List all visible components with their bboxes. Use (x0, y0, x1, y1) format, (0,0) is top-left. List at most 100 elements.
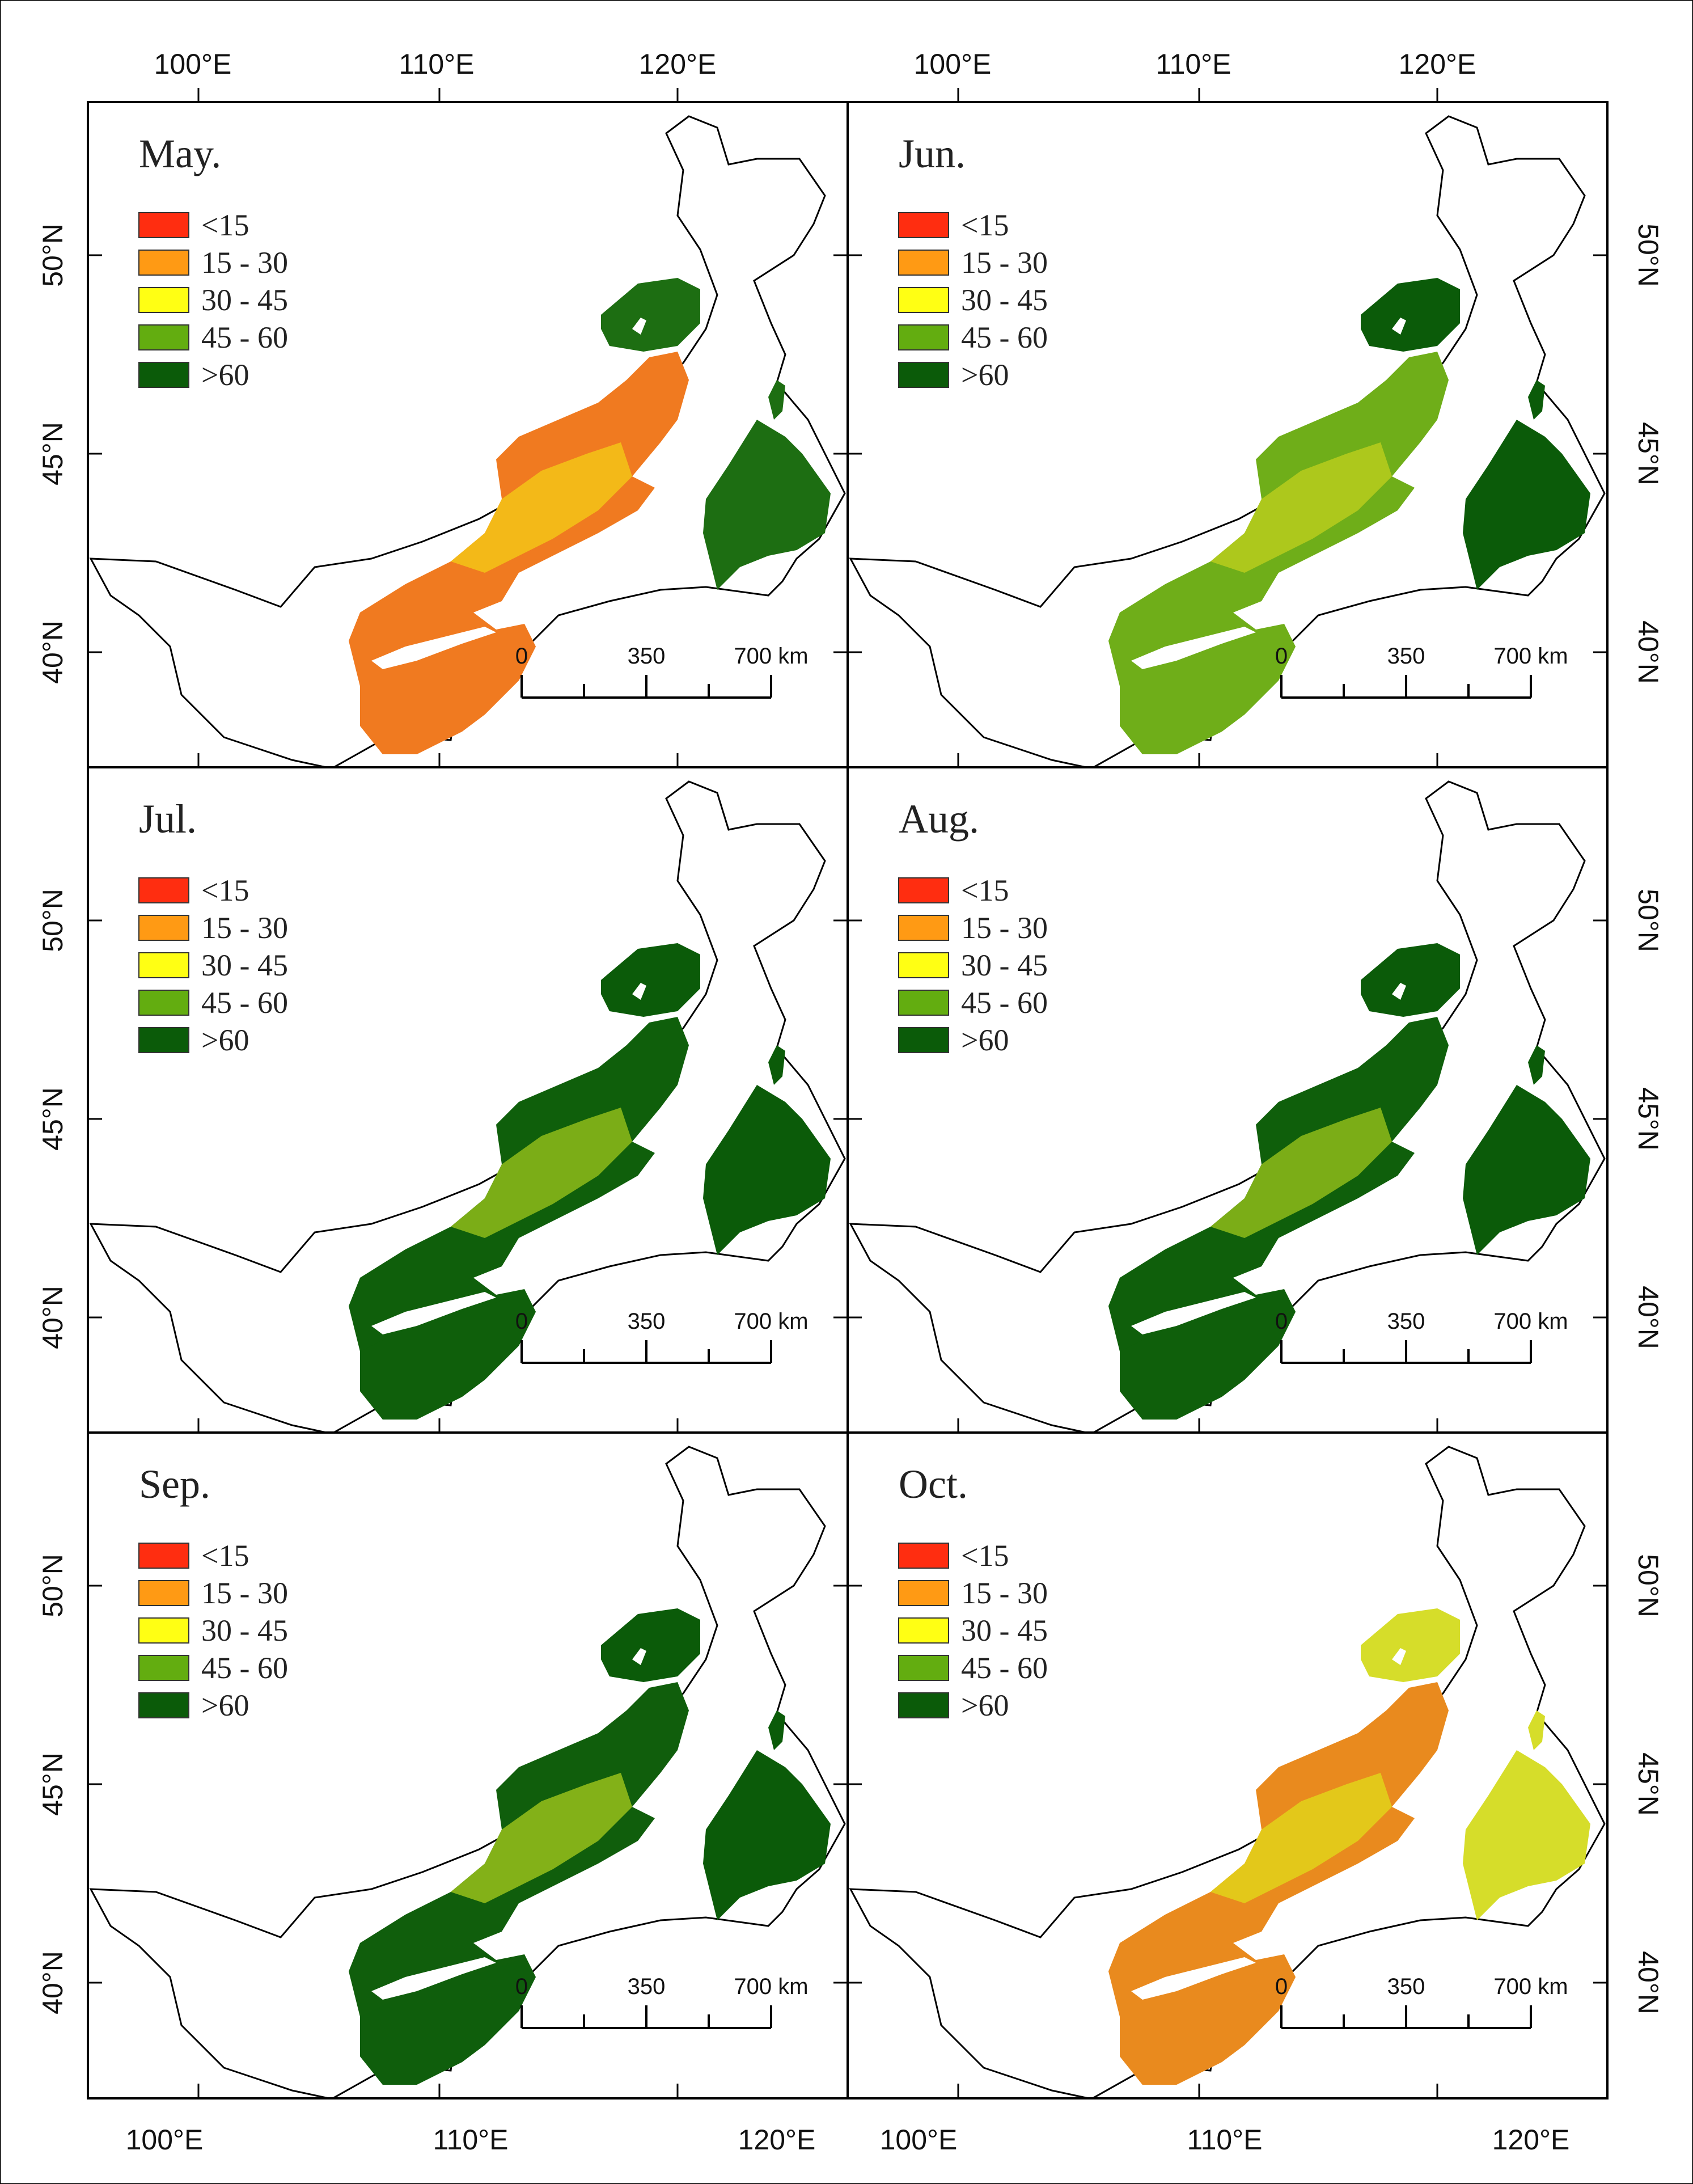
legend-label: <15 (961, 873, 1009, 907)
lake-gap (1392, 1648, 1406, 1665)
left-lat-label: 50°N (37, 223, 69, 287)
legend-label: 45 - 60 (201, 320, 288, 354)
top-left-lon-110: 110°E (399, 48, 474, 80)
legend-label: 15 - 30 (961, 911, 1048, 945)
legend-swatch (138, 877, 189, 903)
panel-content (89, 1446, 846, 2098)
legend-label: <15 (201, 208, 249, 242)
bottom-left-lon-110: 110°E (433, 2124, 508, 2156)
scale-bar: 0 350 700 km (1275, 1974, 1568, 2029)
scale-label: 700 km (734, 644, 808, 669)
legend-swatch (898, 1543, 949, 1569)
land-cover-east (1463, 420, 1590, 590)
legend-swatch (898, 1580, 949, 1606)
lake-gap (632, 983, 646, 1000)
left-lat-label: 50°N (37, 1554, 69, 1617)
legend-label: 45 - 60 (961, 986, 1048, 1020)
legend-swatch (138, 1580, 189, 1606)
legend-swatch (138, 990, 189, 1016)
land-cover-mid (1211, 442, 1392, 573)
scale-label: 700 km (1493, 644, 1568, 669)
scale-bar: 0 350 700 km (1275, 644, 1568, 699)
land-cover-strip (1528, 1045, 1545, 1085)
land-cover-north (601, 1608, 700, 1682)
river-gap (1131, 1957, 1256, 2000)
top-right-lon-120: 120°E (1399, 48, 1476, 80)
scale-bar: 0 350 700 km (515, 1974, 809, 2029)
river-gap (371, 1292, 496, 1334)
legend-label: >60 (961, 358, 1009, 392)
land-cover-mid (1211, 1108, 1392, 1238)
left-lat-label: 40°N (37, 1286, 69, 1349)
legend-swatch (898, 952, 949, 978)
legend-label: 45 - 60 (201, 1651, 288, 1685)
legend-label: <15 (201, 873, 249, 907)
lake-gap (1392, 983, 1406, 1000)
scale-label: 700 km (1493, 1309, 1568, 1334)
legend-label: 15 - 30 (961, 246, 1048, 280)
legend-label: <15 (201, 1539, 249, 1573)
bottom-left-lon-120: 120°E (738, 2124, 816, 2156)
frame-ticks (848, 88, 1607, 767)
legend-swatch (138, 212, 189, 238)
legend-swatch (898, 1027, 949, 1053)
lake-gap (632, 1648, 646, 1665)
right-lat-label: 45°N (1632, 1752, 1664, 1816)
bottom-right-lon-120: 120°E (1492, 2124, 1570, 2156)
scale-bar: 0 350 700 km (1275, 1309, 1568, 1364)
legend-swatch (138, 1692, 189, 1718)
scale-bar: 0 350 700 km (515, 644, 809, 699)
left-lat-label: 40°N (37, 620, 69, 684)
panel-content (849, 1446, 1606, 2098)
legend-label: >60 (201, 1023, 249, 1057)
land-cover-mid (451, 1108, 632, 1238)
legend-label: >60 (961, 1688, 1009, 1722)
scale-bar: 0 350 700 km (515, 1309, 809, 1364)
top-right-lon-100: 100°E (914, 48, 992, 80)
bottom-right-lon-100: 100°E (880, 2124, 958, 2156)
month-label: May. (139, 131, 221, 176)
legend-label: 30 - 45 (961, 948, 1048, 982)
legend-swatch (138, 952, 189, 978)
land-cover-strip (768, 1710, 785, 1750)
left-lat-label: 45°N (37, 1087, 69, 1151)
legend-swatch (898, 362, 949, 388)
month-label: Sep. (139, 1461, 210, 1507)
panel-grid-frame (87, 101, 1609, 2099)
month-label: Oct. (899, 1461, 968, 1507)
land-cover-mid (451, 442, 632, 573)
scale-label: 350 (1387, 644, 1425, 669)
land-cover-east (1463, 1085, 1590, 1255)
scale-label: 0 (1275, 1974, 1288, 1999)
legend-swatch (138, 362, 189, 388)
legend-swatch (898, 250, 949, 276)
legend-label: >60 (201, 358, 249, 392)
land-cover-south (360, 1295, 536, 1420)
scale-label: 350 (628, 1974, 666, 1999)
top-left-lon-120: 120°E (639, 48, 717, 80)
land-cover-south (1120, 1295, 1296, 1420)
legend-label: 30 - 45 (201, 1613, 288, 1647)
legend-label: 30 - 45 (201, 283, 288, 317)
legend-swatch (898, 990, 949, 1016)
river-gap (1131, 627, 1256, 669)
land-cover-north (1361, 1608, 1460, 1682)
frame-ticks (848, 1585, 1607, 2098)
scale-label: 0 (1275, 644, 1288, 669)
scale-label: 0 (515, 644, 528, 669)
left-lat-label: 50°N (37, 889, 69, 952)
land-cover-mid (451, 1773, 632, 1903)
land-cover-mid (1211, 1773, 1392, 1903)
legend-swatch (898, 212, 949, 238)
frame-ticks (848, 919, 1607, 1433)
land-cover-strip (768, 1045, 785, 1085)
